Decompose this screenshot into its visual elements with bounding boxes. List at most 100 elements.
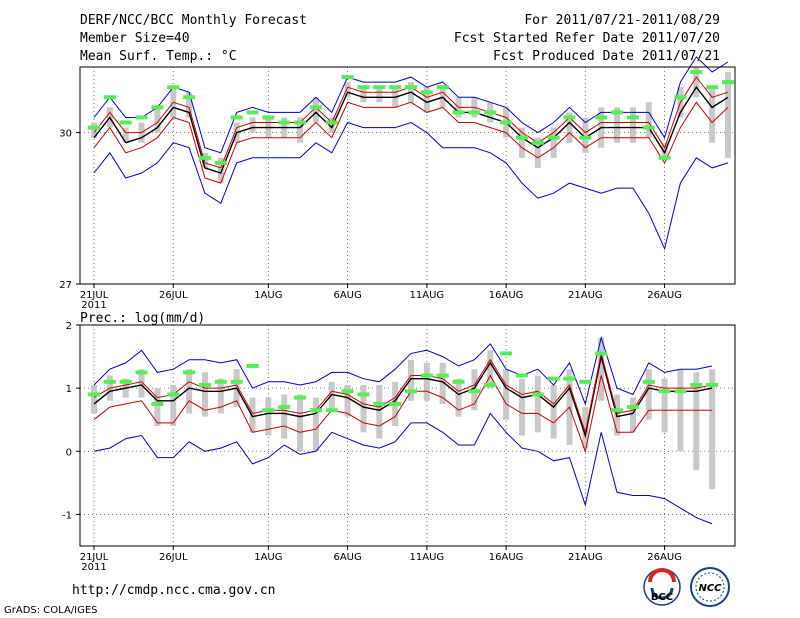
precip-observed-marker: [563, 376, 576, 381]
temp-observed-marker: [309, 105, 322, 110]
grads-credit: GrADS: COLA/IGES: [4, 605, 98, 616]
temp-xtick-label: 6AUG: [333, 290, 361, 301]
temp-spread-bar: [645, 102, 652, 138]
precip-observed-marker: [658, 389, 671, 394]
temp-observed-marker: [706, 85, 719, 90]
precip-series-upper-inner: [93, 353, 713, 435]
precip-spread-bar: [661, 378, 668, 433]
bcc-logo-text: BCC: [651, 592, 673, 603]
precip-observed-marker: [151, 401, 164, 406]
temp-observed-marker: [515, 135, 528, 140]
precip-observed-marker: [452, 379, 465, 384]
precip-observed-marker: [167, 392, 180, 397]
temp-observed-marker: [452, 110, 465, 115]
forecast-period: For 2011/07/21-2011/08/29: [524, 13, 720, 28]
precip-panel: -1 0 1 2 21JUL 26JUL 1AUG 6AUG 11AUG 16AUG 21AUG 26…: [62, 321, 736, 573]
temp-spread-bar: [328, 117, 335, 133]
temp-observed-marker: [183, 95, 196, 100]
precip-observed-marker: [294, 395, 307, 400]
precip-xtick-label: 26AUG: [647, 552, 682, 563]
precip-spread-bar: [328, 381, 335, 411]
temp-observed-marker: [167, 85, 180, 90]
temp-spread-bar: [582, 117, 589, 153]
temp-spread-bar: [154, 107, 161, 133]
precip-xtick-label: 26JUL: [159, 552, 188, 563]
temp-observed-marker: [500, 120, 513, 125]
precip-spread-bar: [217, 378, 224, 414]
precip-observed-marker: [500, 351, 513, 356]
temp-observed-marker: [389, 85, 402, 90]
temp-spread-bar: [376, 87, 383, 103]
temp-spread-bar: [91, 122, 97, 138]
temp-observed-marker: [563, 115, 576, 120]
temp-xtick-label: 11AUG: [410, 290, 445, 301]
precip-title: Prec.: log(mm/d): [80, 311, 205, 326]
temp-xtick-label: 21JUL: [80, 290, 109, 301]
precip-observed-marker: [547, 376, 560, 381]
precip-spread-bar: [265, 397, 272, 436]
precip-observed-marker: [341, 389, 354, 394]
precip-spread-bar: [487, 350, 494, 389]
precip-spread-bar: [518, 378, 525, 436]
precip-spread-bar: [376, 384, 383, 439]
temp-xtick-label: 26JUL: [159, 290, 188, 301]
precip-observed-marker: [278, 405, 291, 410]
variable-label: Mean Surf. Temp.: °C: [80, 49, 237, 64]
temp-spread-bar: [360, 87, 367, 103]
precip-observed-marker: [642, 379, 655, 384]
precip-xtick-label: 11AUG: [410, 552, 445, 563]
temp-spread-bar: [201, 152, 208, 168]
temp-spread-bar: [423, 87, 430, 113]
bcc-logo: BCC: [643, 568, 681, 606]
precip-ytick-label: 2: [66, 321, 72, 332]
temp-xtick-label: 16AUG: [489, 290, 524, 301]
precip-spread-bar: [408, 359, 414, 401]
precip-observed-marker: [690, 382, 703, 387]
precip-observed-marker: [595, 351, 608, 356]
precip-spread-bar: [598, 337, 605, 401]
temp-spread-bar: [122, 127, 129, 143]
temp-observed-marker: [262, 115, 275, 120]
temp-observed-marker: [484, 110, 497, 115]
precip-observed-marker: [183, 370, 196, 375]
produced-date: Fcst Produced Date 2011/07/21: [493, 49, 720, 64]
precip-observed-marker: [420, 373, 433, 378]
temp-spread-bar: [629, 107, 636, 143]
temp-observed-marker: [198, 155, 211, 160]
temp-observed-marker: [341, 75, 354, 80]
temp-spread-bar: [186, 92, 193, 118]
temp-observed-marker: [642, 125, 655, 130]
precip-spread-bar: [297, 394, 304, 452]
temp-observed-marker: [547, 135, 560, 140]
precip-spread-bar: [91, 384, 97, 414]
precip-observed-marker: [135, 370, 148, 375]
precip-observed-marker: [626, 405, 639, 410]
precip-spread-bar: [455, 378, 462, 417]
precip-ytick-label: 1: [66, 384, 72, 395]
member-size: Member Size=40: [80, 31, 190, 46]
precip-observed-marker: [515, 373, 528, 378]
temp-observed-marker: [722, 80, 734, 85]
temp-observed-marker: [151, 105, 164, 110]
temp-observed-marker: [214, 160, 227, 165]
temp-ytick-label: 30: [59, 129, 72, 140]
temp-observed-marker: [230, 115, 243, 120]
temp-xtick-label: 1AUG: [254, 290, 282, 301]
precip-observed-marker: [674, 389, 687, 394]
precip-observed-marker: [436, 373, 449, 378]
precip-year-label: 2011: [81, 562, 106, 573]
precip-ytick-label: -1: [62, 510, 72, 521]
precip-xtick-label: 21AUG: [568, 552, 603, 563]
precip-xtick-label: 6AUG: [333, 552, 361, 563]
precip-observed-marker: [230, 379, 243, 384]
precip-observed-marker: [373, 401, 386, 406]
temp-observed-marker: [405, 85, 417, 90]
precip-series-upper-outer: [93, 335, 713, 406]
temp-spread-bar: [249, 117, 256, 133]
temp-xtick-label: 21AUG: [568, 290, 603, 301]
precip-observed-marker: [246, 364, 259, 369]
precip-observed-marker: [198, 382, 211, 387]
precip-observed-marker: [579, 379, 592, 384]
precip-observed-marker: [357, 392, 370, 397]
temp-spread-bar: [297, 117, 304, 143]
